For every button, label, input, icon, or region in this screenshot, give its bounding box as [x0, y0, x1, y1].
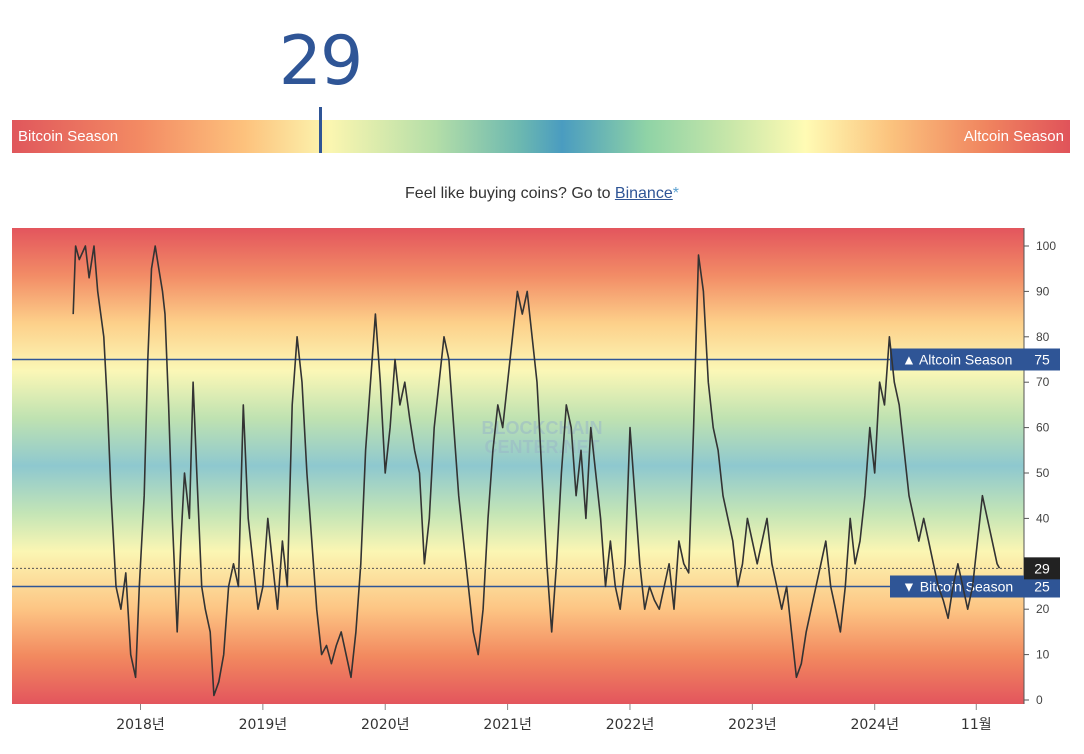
x-tick-label: 2024년 [850, 717, 899, 733]
gauge-right-label: Altcoin Season [963, 128, 1064, 145]
threshold-value-box [1024, 575, 1060, 598]
x-tick-label: 2023년 [728, 717, 777, 733]
x-tick-label: 2019년 [239, 717, 288, 733]
promo-line: Feel like buying coins? Go to Binance* [0, 185, 1084, 203]
watermark-line2: CENTER.NET [484, 437, 599, 457]
x-tick-label: 2018년 [116, 717, 165, 733]
y-tick-label: 10 [1036, 648, 1050, 662]
threshold-label: ▼ Bitcoin Season [902, 579, 1013, 595]
gauge-needle [319, 107, 322, 153]
y-tick-label: 0 [1036, 693, 1043, 707]
promo-asterisk: * [672, 185, 679, 202]
index-line [72, 245, 1001, 697]
binance-link[interactable]: Binance [614, 185, 673, 202]
altcoin-index-chart: BLOCKCHAIN CENTER.NET 010203040506070809… [12, 228, 1060, 733]
chart-background [12, 228, 1024, 704]
x-tick-label: 2022년 [606, 717, 655, 733]
season-gauge: Bitcoin Season Altcoin Season [12, 120, 1070, 153]
x-axis: 2018년 2019년 2020년 2021년 2022년 2023년 2024년 11월 [116, 704, 992, 733]
threshold-label-box [890, 575, 1024, 598]
y-tick-label: 90 [1036, 284, 1050, 298]
threshold-lines: ▲ Altcoin Season 75 ▼ Bitcoin Season 25 [12, 348, 1060, 598]
index-value: 29 [278, 22, 364, 101]
y-tick-label: 70 [1036, 375, 1050, 389]
y-tick-label: 60 [1036, 421, 1050, 435]
threshold-value: 25 [1034, 579, 1050, 595]
y-tick-label: 80 [1036, 330, 1050, 344]
gauge-left-label: Bitcoin Season [18, 128, 119, 145]
promo-text: Feel like buying coins? Go to [405, 185, 615, 202]
threshold-value-box [1024, 348, 1060, 371]
current-value-label: 29 [1034, 560, 1050, 576]
x-tick-label: 2020년 [361, 717, 410, 733]
watermark-line1: BLOCKCHAIN [482, 418, 603, 438]
watermark: BLOCKCHAIN CENTER.NET [482, 418, 603, 457]
x-tick-label: 11월 [961, 717, 992, 733]
threshold-label: ▲ Altcoin Season [902, 352, 1012, 368]
y-tick-label: 100 [1036, 239, 1056, 253]
threshold-label-box [890, 348, 1024, 371]
y-tick-label: 20 [1036, 602, 1050, 616]
x-tick-label: 2021년 [483, 717, 532, 733]
current-value-box [1024, 557, 1060, 580]
y-axis: 0102030405060708090100 [1023, 228, 1056, 707]
threshold-value: 75 [1034, 352, 1050, 368]
y-tick-label: 40 [1036, 511, 1050, 525]
current-value-marker: 29 [12, 557, 1060, 580]
y-tick-label: 50 [1036, 466, 1050, 480]
series-line [72, 245, 1001, 697]
